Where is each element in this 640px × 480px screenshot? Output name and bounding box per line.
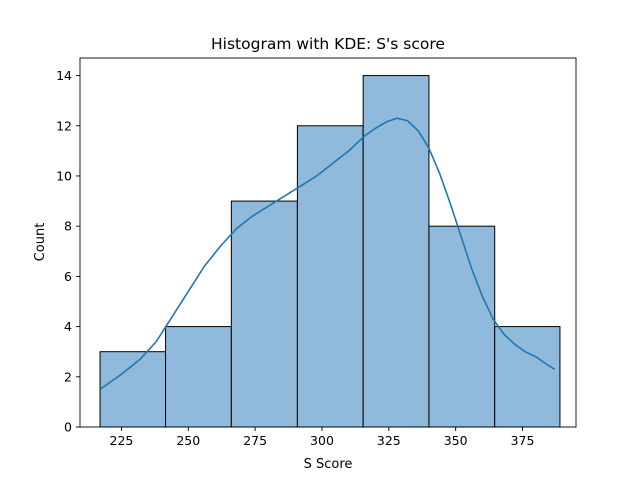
histogram-bar-6 (428, 225, 496, 428)
y-tick-label: 12 (56, 118, 72, 133)
y-tick-label: 14 (56, 68, 72, 83)
y-axis-ticks: 0 2 4 6 8 10 12 14 (56, 68, 80, 435)
chart-title: Histogram with KDE: S's score (211, 35, 445, 53)
x-tick-label: 325 (377, 433, 401, 448)
bars-group (99, 75, 561, 428)
x-tick-label: 375 (511, 433, 535, 448)
x-tick-label: 225 (110, 433, 134, 448)
x-axis-ticks: 225 250 275 300 325 350 375 (110, 427, 535, 448)
histogram-bar-1 (99, 351, 167, 428)
x-tick-label: 275 (243, 433, 267, 448)
histogram-bar-4 (296, 125, 364, 428)
histogram-bar-2 (165, 326, 232, 428)
y-tick-label: 4 (64, 319, 72, 334)
y-tick-label: 0 (64, 420, 72, 435)
x-tick-label: 250 (176, 433, 200, 448)
x-tick-label: 350 (444, 433, 468, 448)
y-axis-label: Count (33, 223, 48, 262)
y-tick-label: 8 (64, 219, 72, 234)
histogram-bar-3 (230, 200, 298, 428)
histogram-bar-7 (494, 326, 561, 428)
kde-curve (99, 117, 556, 391)
y-tick-label: 10 (56, 168, 72, 183)
plot-frame (79, 57, 577, 428)
x-tick-label: 300 (310, 433, 334, 448)
x-axis-label: S Score (304, 457, 353, 472)
y-tick-label: 2 (64, 369, 72, 384)
histogram-bar-5 (362, 75, 430, 428)
y-tick-label: 6 (64, 269, 72, 284)
